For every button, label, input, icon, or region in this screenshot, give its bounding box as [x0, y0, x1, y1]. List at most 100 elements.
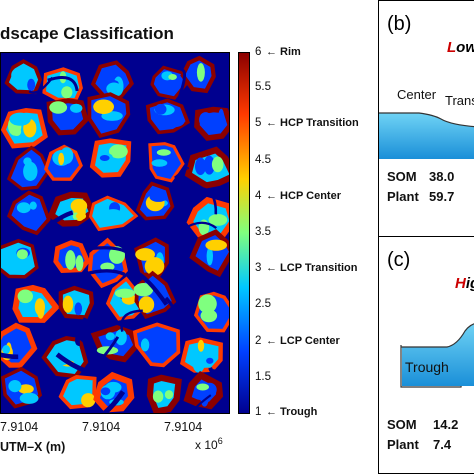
- colorbar-gradient: [239, 53, 249, 413]
- panel-b-title-rest: ow: [456, 39, 474, 56]
- map-spot: [61, 86, 73, 99]
- map-spot: [144, 257, 165, 276]
- map-trough: [132, 268, 169, 306]
- class-label-0: ← Rim: [266, 46, 301, 58]
- map-trough: [83, 269, 126, 277]
- map-trough: [164, 254, 182, 278]
- map-spot: [16, 249, 28, 260]
- map-spot: [100, 387, 111, 396]
- map-spot: [17, 289, 33, 304]
- colorbar-tick-5: 3.5: [255, 226, 271, 238]
- map-spot: [58, 152, 65, 166]
- map-spot: [218, 108, 225, 127]
- map-spot: [159, 328, 166, 338]
- map-trough: [89, 246, 135, 259]
- map-trough: [28, 76, 54, 94]
- colorbar: [238, 52, 250, 414]
- panel-c-letter: (c): [387, 249, 411, 271]
- map-spot: [154, 103, 167, 115]
- map-spot: [29, 201, 37, 210]
- map-trough: [216, 95, 229, 110]
- map-trough: [70, 329, 106, 367]
- map-trough: [200, 186, 218, 215]
- map-spot: [11, 67, 26, 83]
- panel-b-title-first: L: [447, 39, 457, 56]
- map-spot: [149, 192, 168, 202]
- x-tick-2: 7.9104: [164, 420, 203, 434]
- map-spot: [115, 329, 127, 346]
- map-spot: [2, 345, 11, 354]
- map-spot: [109, 144, 128, 159]
- map-spot: [211, 156, 224, 173]
- map-trough: [177, 68, 187, 100]
- panel-c-label-trough: Trough: [405, 359, 449, 375]
- panel-c-stat-name-0: SOM: [387, 417, 417, 432]
- x-tick-1: 7.9104: [82, 420, 121, 434]
- panel-b-stat-name-0: SOM: [387, 169, 417, 184]
- map-spot: [199, 112, 213, 128]
- map-spot: [100, 262, 115, 272]
- map-spot: [198, 294, 217, 314]
- panel-c-stat-value-0: 14.2: [433, 417, 459, 432]
- map-spot: [37, 302, 45, 319]
- map-spot: [163, 115, 185, 128]
- map-spot: [19, 392, 39, 404]
- colorbar-tick-4: 4: [255, 189, 262, 202]
- map-spot: [75, 255, 84, 272]
- map-spot: [192, 353, 205, 373]
- panel-c-title-rest: ig: [465, 275, 474, 292]
- map-trough: [120, 309, 143, 332]
- colorbar-tick-9: 1.5: [255, 370, 271, 383]
- x-axis-label: UTM–X (m): [0, 440, 66, 454]
- chart-title: dscape Classification: [0, 24, 174, 43]
- map-spot: [208, 214, 228, 226]
- panel-c-stat-name-1: Plant: [387, 437, 419, 452]
- map-spot: [65, 250, 76, 270]
- map-trough: [181, 221, 218, 231]
- class-label-3: ← LCP Transition: [266, 262, 358, 275]
- map-spot: [140, 338, 150, 352]
- colorbar-tick-7: 2.5: [255, 298, 271, 311]
- panel-c-stat-value-1: 7.4: [433, 437, 452, 452]
- map-spot: [9, 112, 31, 126]
- map-spot: [16, 202, 31, 214]
- panel-c-profile: [400, 323, 474, 388]
- x-tick-0: 7.9104: [0, 420, 39, 434]
- map-spot: [151, 159, 168, 167]
- colorbar-tick-3: 4.5: [255, 153, 271, 166]
- panel-c: (c) Hig Trough SOM 14.2 Plant 7.4: [378, 236, 474, 474]
- map-trough: [100, 390, 126, 413]
- map-spot: [49, 101, 68, 114]
- map-trough: [1, 352, 19, 360]
- panel-b-label-transition: Transi: [445, 93, 474, 108]
- map-spot: [74, 302, 83, 316]
- map-spot: [152, 390, 164, 403]
- panel-b-surface-line: [379, 112, 474, 128]
- map-spot: [93, 99, 114, 115]
- map-trough: [208, 367, 217, 375]
- map-spot: [18, 384, 34, 394]
- map-spot: [197, 339, 205, 352]
- panel-b-water: [379, 113, 474, 159]
- map-spot: [8, 380, 22, 393]
- map-spot: [195, 157, 206, 176]
- map-trough: [174, 166, 189, 179]
- panel-b-stat-value-1: 59.7: [429, 189, 455, 204]
- map-spot: [106, 82, 122, 96]
- map-spot: [156, 149, 171, 156]
- panel-b-title: Low: [447, 39, 474, 56]
- panel-c-water: [402, 323, 474, 386]
- map-trough: [46, 210, 74, 229]
- class-label-5: ← Trough: [266, 406, 318, 418]
- colorbar-tick-6: 3: [255, 262, 262, 275]
- map-cell: [150, 65, 188, 100]
- map-spot: [23, 157, 32, 166]
- panel-c-title-first: H: [455, 275, 466, 292]
- classification-map: [0, 52, 230, 414]
- map-trough: [189, 394, 212, 413]
- map-spot: [133, 283, 154, 297]
- classification-map-svg: [1, 53, 229, 413]
- map-spot: [75, 212, 87, 220]
- map-spot: [196, 383, 209, 391]
- map-trough: [55, 352, 100, 378]
